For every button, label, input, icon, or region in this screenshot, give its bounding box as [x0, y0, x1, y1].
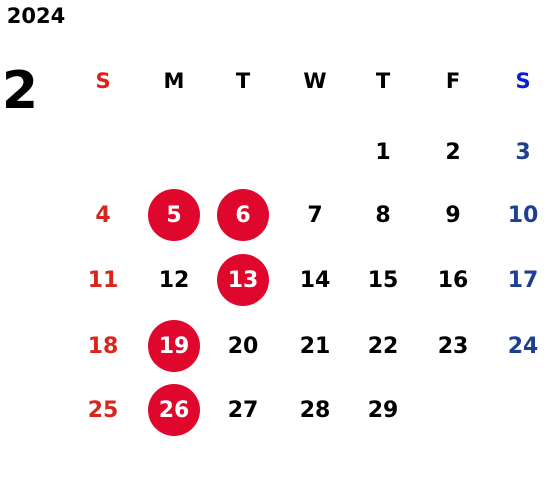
day-number: 19 [159, 334, 190, 359]
day-highlight [148, 189, 200, 241]
year: 2024 [7, 4, 65, 28]
day-number: 11 [88, 268, 119, 293]
weekday-label: F [446, 69, 460, 93]
day-number: 28 [300, 398, 331, 423]
day-number: 24 [508, 334, 539, 359]
day-number: 9 [445, 203, 460, 228]
day-number: 12 [159, 268, 190, 293]
day-number: 6 [235, 203, 250, 228]
day-highlight [217, 254, 269, 306]
weekday-label: T [376, 69, 391, 93]
day-number: 23 [438, 334, 469, 359]
day-number: 3 [515, 140, 530, 165]
day-number: 20 [228, 334, 259, 359]
weekday-label: T [236, 69, 251, 93]
day-number: 8 [375, 203, 390, 228]
day-highlight [217, 189, 269, 241]
day-number: 5 [166, 203, 181, 228]
day-highlight [148, 320, 200, 372]
weekday-label: M [164, 69, 185, 93]
day-number: 4 [95, 203, 110, 228]
day-number: 1 [375, 140, 390, 165]
day-number: 14 [300, 268, 331, 293]
day-number: 29 [368, 398, 399, 423]
day-number: 10 [508, 203, 539, 228]
day-number: 15 [368, 268, 399, 293]
day-number: 25 [88, 398, 119, 423]
day-number: 27 [228, 398, 259, 423]
day-number: 22 [368, 334, 399, 359]
day-number: 17 [508, 268, 539, 293]
day-highlight [148, 384, 200, 436]
weekday-label: S [95, 69, 110, 93]
weekday-label: S [515, 69, 530, 93]
day-number: 16 [438, 268, 469, 293]
day-number: 2 [445, 140, 460, 165]
day-number: 13 [228, 268, 259, 293]
day-number: 18 [88, 334, 119, 359]
month: 2 [2, 61, 38, 121]
weekday-label: W [303, 69, 326, 93]
day-number: 7 [307, 203, 322, 228]
day-number: 26 [159, 398, 190, 423]
day-number: 21 [300, 334, 331, 359]
